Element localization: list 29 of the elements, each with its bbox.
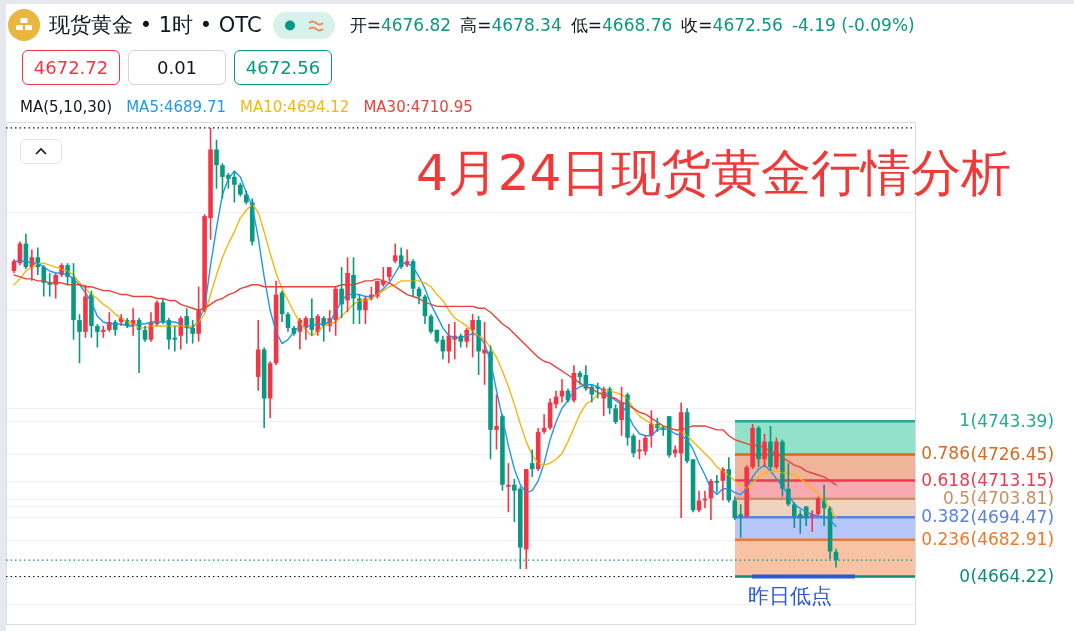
- y-tick-label: (4664.22): [970, 566, 1055, 587]
- text: MA10:4694.12: [240, 98, 350, 116]
- text: 4月24日现货黄金行情分析: [416, 143, 1012, 204]
- text: 开=4676.82: [349, 14, 452, 35]
- text: 0.382: [921, 506, 970, 527]
- y-tick-label: (4743.39): [970, 410, 1055, 431]
- text: 4672.72: [22, 50, 120, 85]
- text: 0.01: [128, 50, 226, 85]
- chart-subtitle: 现货黄金 • 1时 • OTC: [49, 12, 262, 39]
- text: 0.236: [921, 528, 970, 549]
- y-tick-label: (4703.81): [970, 488, 1055, 509]
- text: 0.618: [921, 469, 970, 490]
- text: MA30:4710.95: [363, 98, 473, 116]
- text: 低=4668.76: [570, 14, 673, 35]
- y-tick-label: (4713.15): [970, 470, 1055, 491]
- text: 0.5: [942, 487, 970, 508]
- ref-line-label: 昨日低点: [748, 583, 832, 608]
- text: 高=4678.34: [460, 14, 562, 35]
- y-tick-label: (4694.47): [970, 506, 1055, 527]
- text: 0.786: [921, 443, 970, 464]
- text: MA5:4689.71: [126, 98, 227, 116]
- text: 4672.56: [234, 50, 332, 85]
- y-tick-label: (4682.91): [970, 529, 1055, 550]
- text: -4.19 (-0.09%): [791, 15, 915, 35]
- y-tick-label: (4726.45): [970, 443, 1055, 464]
- text: 0: [959, 565, 970, 586]
- text: 1: [959, 410, 970, 431]
- text: 收=4672.56: [681, 14, 783, 35]
- legend-title: MA(5,10,30): [20, 98, 113, 116]
